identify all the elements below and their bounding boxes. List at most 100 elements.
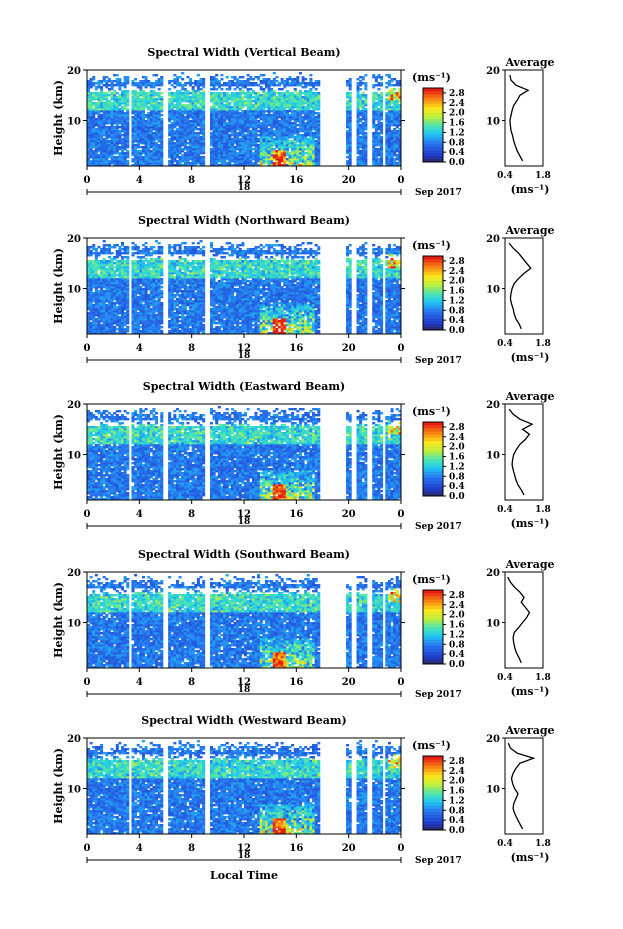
heatmap-cell bbox=[189, 96, 192, 98]
heatmap-cell bbox=[113, 80, 116, 82]
heatmap-cell bbox=[137, 82, 140, 84]
heatmap-cell bbox=[150, 150, 153, 152]
heatmap-cell bbox=[197, 106, 200, 108]
heatmap-cell bbox=[90, 78, 93, 80]
heatmap-cell bbox=[100, 86, 103, 88]
heatmap-cell bbox=[181, 92, 184, 94]
heatmap-cell bbox=[192, 82, 195, 84]
heatmap-cell bbox=[202, 156, 205, 158]
heatmap-cell bbox=[194, 90, 197, 92]
heatmap-cell bbox=[176, 90, 179, 92]
heatmap-cell bbox=[95, 92, 98, 94]
heatmap-cell bbox=[200, 136, 203, 138]
heatmap-cell bbox=[118, 94, 121, 96]
heatmap-cell bbox=[95, 118, 98, 120]
heatmap-cell bbox=[171, 92, 174, 94]
heatmap-cell bbox=[139, 150, 142, 152]
heatmap-cell bbox=[116, 78, 119, 80]
heatmap-cell bbox=[118, 108, 121, 110]
heatmap-cell bbox=[173, 142, 176, 144]
heatmap-cell bbox=[189, 162, 192, 164]
heatmap-cell bbox=[116, 96, 119, 98]
heatmap-cell bbox=[197, 128, 200, 130]
heatmap-cell bbox=[108, 78, 111, 80]
heatmap-cell bbox=[147, 80, 150, 82]
heatmap-cell bbox=[215, 92, 218, 94]
heatmap-cell bbox=[103, 76, 106, 78]
heatmap-cell bbox=[186, 82, 189, 84]
heatmap-cell bbox=[218, 80, 221, 82]
heatmap-cell bbox=[197, 80, 200, 82]
heatmap-cell bbox=[118, 146, 121, 148]
heatmap-cell bbox=[173, 92, 176, 94]
heatmap-cell bbox=[184, 116, 187, 118]
heatmap-cell bbox=[92, 92, 95, 94]
heatmap-cell bbox=[155, 98, 158, 100]
heatmap-cell bbox=[168, 98, 171, 100]
heatmap-cell bbox=[181, 78, 184, 80]
heatmap-cell bbox=[150, 82, 153, 84]
heatmap-cell bbox=[121, 138, 124, 140]
heatmap-cell bbox=[168, 160, 171, 162]
heatmap-cell bbox=[150, 90, 153, 92]
heatmap-cell bbox=[158, 92, 161, 94]
heatmap-cell bbox=[168, 88, 171, 90]
heatmap-cell bbox=[126, 90, 129, 92]
heatmap-cell bbox=[124, 90, 127, 92]
heatmap-cell bbox=[160, 76, 163, 78]
chart-panel-0: Spectral Width (Vertical Beam)Height (km… bbox=[52, 46, 555, 198]
heatmap-cell bbox=[173, 104, 176, 106]
heatmap bbox=[87, 72, 401, 166]
heatmap-cell bbox=[176, 76, 179, 78]
heatmap-cell bbox=[92, 76, 95, 78]
heatmap-cell bbox=[192, 86, 195, 88]
heatmap-cell bbox=[215, 78, 218, 80]
heatmap-cell bbox=[200, 78, 203, 80]
heatmap-cell bbox=[92, 150, 95, 152]
heatmap-cell bbox=[92, 82, 95, 84]
heatmap-cell bbox=[197, 132, 200, 134]
heatmap-cell bbox=[145, 76, 148, 78]
heatmap-cell bbox=[134, 78, 137, 80]
heatmap-cell bbox=[186, 146, 189, 148]
heatmap-cell bbox=[121, 134, 124, 136]
heatmap-cell bbox=[97, 154, 100, 156]
heatmap-cell bbox=[181, 104, 184, 106]
heatmap-cell bbox=[105, 76, 108, 78]
heatmap-cell bbox=[108, 84, 111, 86]
heatmap-cell bbox=[186, 76, 189, 78]
heatmap-cell bbox=[142, 90, 145, 92]
heatmap-cell bbox=[202, 90, 205, 92]
heatmap-cell bbox=[126, 108, 129, 110]
heatmap-cell bbox=[184, 104, 187, 106]
heatmap-cell bbox=[176, 128, 179, 130]
heatmap-cell bbox=[116, 156, 119, 158]
heatmap-cell bbox=[145, 92, 148, 94]
heatmap-cell bbox=[181, 154, 184, 156]
heatmap-cell bbox=[168, 138, 171, 140]
heatmap-cell bbox=[173, 110, 176, 112]
heatmap-cell bbox=[189, 92, 192, 94]
heatmap-cell bbox=[200, 88, 203, 90]
heatmap-cell bbox=[113, 156, 116, 158]
heatmap-cell bbox=[186, 142, 189, 144]
heatmap-cell bbox=[184, 152, 187, 154]
heatmap-cell bbox=[108, 160, 111, 162]
heatmap-cell bbox=[131, 90, 134, 92]
heatmap-cell bbox=[131, 116, 134, 118]
heatmap-cell bbox=[213, 76, 216, 78]
heatmap-cell bbox=[113, 126, 116, 128]
heatmap-cell bbox=[121, 106, 124, 108]
heatmap-cell bbox=[116, 74, 119, 76]
heatmap-cell bbox=[97, 80, 100, 82]
heatmap-cell bbox=[210, 76, 213, 78]
heatmap-cell bbox=[186, 90, 189, 92]
heatmap-cell bbox=[134, 90, 137, 92]
heatmap-cell bbox=[158, 102, 161, 104]
heatmap-cell bbox=[194, 80, 197, 82]
heatmap-cell bbox=[189, 78, 192, 80]
heatmap-cell bbox=[92, 108, 95, 110]
heatmap-cell bbox=[173, 86, 176, 88]
heatmap-cell bbox=[103, 92, 106, 94]
heatmap-cell bbox=[213, 92, 216, 94]
